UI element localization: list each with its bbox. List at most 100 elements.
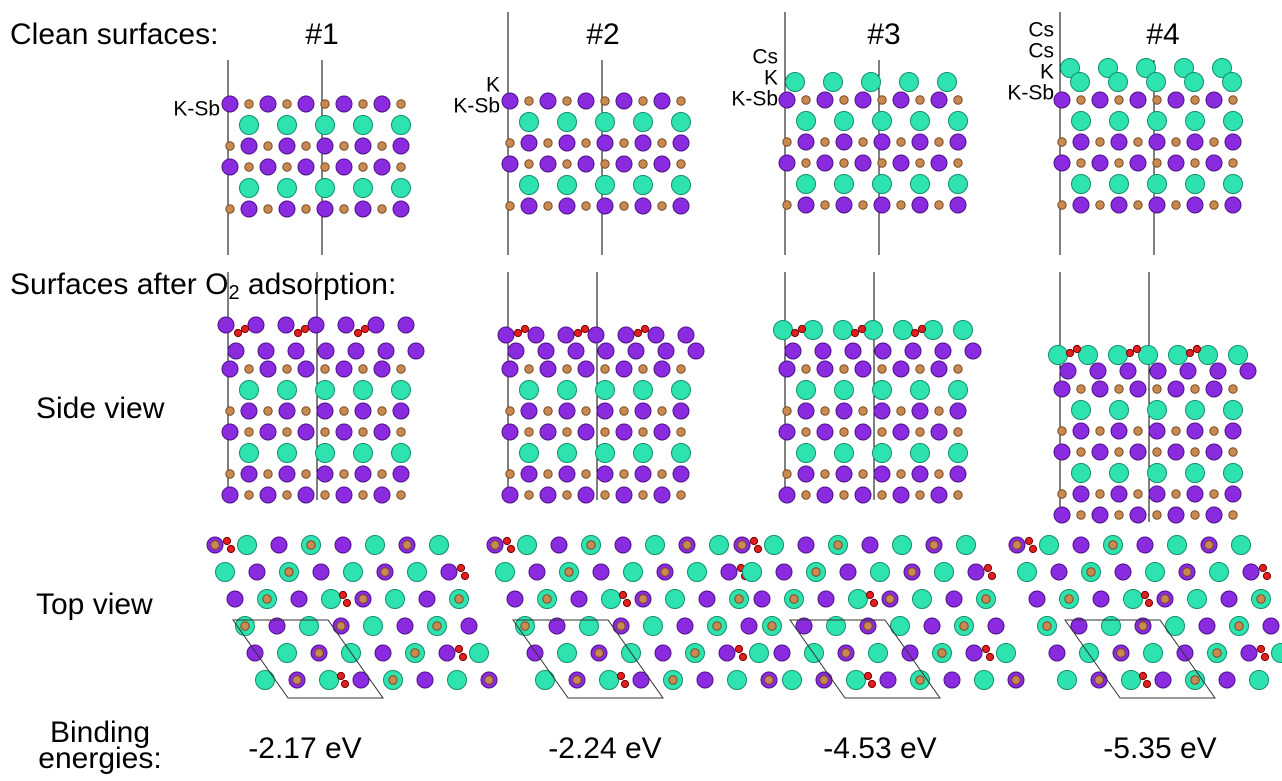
atom-o bbox=[521, 325, 528, 332]
atom-k bbox=[798, 134, 814, 150]
atom-k bbox=[635, 403, 651, 419]
atom-o bbox=[1261, 653, 1268, 660]
atom-k bbox=[258, 343, 274, 359]
atom-sb bbox=[790, 595, 798, 603]
atom-sb bbox=[226, 142, 234, 150]
atom-cs bbox=[949, 444, 968, 463]
atom-o bbox=[339, 591, 346, 598]
atom-k bbox=[931, 155, 947, 171]
atom-k bbox=[1130, 92, 1146, 108]
atom-sb bbox=[897, 470, 905, 478]
atom-k bbox=[1168, 155, 1184, 171]
atom-k bbox=[393, 403, 409, 419]
atom-cs bbox=[873, 175, 892, 194]
atom-k bbox=[241, 201, 257, 217]
atom-k bbox=[855, 487, 871, 503]
atom-cs bbox=[520, 176, 539, 195]
atom-cs bbox=[240, 179, 259, 198]
atom-k bbox=[521, 466, 537, 482]
atom-k bbox=[378, 343, 394, 359]
atom-sb bbox=[211, 541, 219, 549]
atom-k bbox=[1130, 444, 1146, 460]
atom-k bbox=[1199, 618, 1215, 634]
atom-o bbox=[791, 329, 798, 336]
atom-sb bbox=[1172, 490, 1180, 498]
atom-cs bbox=[672, 381, 691, 400]
atom-k bbox=[241, 403, 257, 419]
atom-cs bbox=[386, 590, 405, 609]
atom-sb bbox=[433, 622, 441, 630]
atom-sb bbox=[1161, 595, 1169, 603]
atom-k bbox=[616, 424, 632, 440]
atom-o bbox=[1143, 680, 1150, 687]
atom-k bbox=[1180, 363, 1196, 379]
atom-sb bbox=[1191, 448, 1199, 456]
atom-o bbox=[984, 564, 991, 571]
atom-cs bbox=[634, 176, 653, 195]
atom-k bbox=[779, 424, 795, 440]
atom-sb bbox=[897, 138, 905, 146]
atom-sb bbox=[820, 676, 828, 684]
atom-k bbox=[855, 92, 871, 108]
atom-cs bbox=[834, 321, 853, 340]
atom-k bbox=[798, 466, 814, 482]
atom-cs bbox=[835, 112, 854, 131]
atom-k bbox=[818, 591, 834, 607]
atom-k bbox=[538, 343, 554, 359]
atom-sb bbox=[340, 142, 348, 150]
atom-cs bbox=[558, 176, 577, 195]
atom-sb bbox=[315, 649, 323, 657]
atom-sb bbox=[1210, 138, 1218, 146]
atom-cs bbox=[913, 590, 932, 609]
atom-k bbox=[1092, 444, 1108, 460]
clean-label: Clean surfaces: bbox=[10, 18, 218, 51]
atom-sb bbox=[1134, 138, 1142, 146]
atom-k bbox=[931, 361, 947, 377]
atom-o bbox=[514, 329, 521, 336]
atom-sb bbox=[389, 676, 397, 684]
atom-sb bbox=[359, 595, 367, 603]
atom-sb bbox=[403, 541, 411, 549]
atom-cs bbox=[797, 112, 816, 131]
atom-sb bbox=[812, 568, 820, 576]
atom-k bbox=[1115, 564, 1131, 580]
atom-k bbox=[540, 487, 556, 503]
atom-sb bbox=[525, 160, 533, 168]
atom-k bbox=[1093, 591, 1109, 607]
atom-o bbox=[1263, 572, 1270, 579]
atom-k bbox=[1073, 486, 1089, 502]
binding-energy: -5.35 eV bbox=[1103, 732, 1216, 765]
atom-sb bbox=[1115, 448, 1123, 456]
atom-k bbox=[461, 618, 477, 634]
atom-sb bbox=[677, 160, 685, 168]
atom-sb bbox=[1077, 511, 1085, 519]
atom-k bbox=[368, 317, 384, 333]
atom-sb bbox=[1210, 490, 1218, 498]
atom-k bbox=[279, 403, 295, 419]
atom-sb bbox=[1096, 201, 1104, 209]
atom-sb bbox=[245, 365, 253, 373]
atom-cs bbox=[238, 536, 257, 555]
atom-sb bbox=[378, 470, 386, 478]
atom-o bbox=[1257, 645, 1264, 652]
atom-k bbox=[966, 645, 982, 661]
atom-k bbox=[912, 403, 928, 419]
atom-sb bbox=[293, 676, 301, 684]
atom-k bbox=[335, 537, 351, 553]
atom-cs bbox=[954, 321, 973, 340]
atom-k bbox=[654, 487, 670, 503]
atom-cs bbox=[911, 112, 930, 131]
atom-sb bbox=[601, 428, 609, 436]
atom-k bbox=[260, 159, 276, 175]
atom-k bbox=[502, 361, 518, 377]
atom-k bbox=[950, 466, 966, 482]
atom-sb bbox=[601, 160, 609, 168]
atom-cs bbox=[354, 444, 373, 463]
atom-cs bbox=[322, 590, 341, 609]
atom-k bbox=[597, 403, 613, 419]
atom-sb bbox=[783, 407, 791, 415]
atom-cs bbox=[797, 175, 816, 194]
atom-sb bbox=[340, 407, 348, 415]
atom-o bbox=[507, 545, 514, 552]
atom-cs bbox=[1110, 175, 1129, 194]
